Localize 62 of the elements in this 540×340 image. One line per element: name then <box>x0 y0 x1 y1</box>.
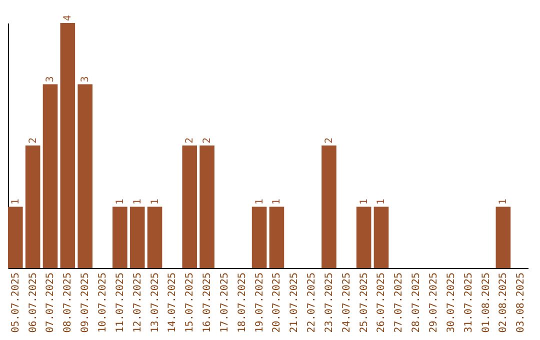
x-tick-label: 31.07.2025 <box>463 272 474 333</box>
x-tick-label: 14.07.2025 <box>167 272 178 333</box>
data-label: 1 <box>132 198 144 205</box>
x-tick-label: 18.07.2025 <box>236 272 248 333</box>
bar <box>130 206 145 268</box>
x-tick-label: 16.07.2025 <box>202 272 214 333</box>
bar <box>269 206 284 268</box>
x-tick-label: 25.07.2025 <box>358 272 370 333</box>
data-label: 2 <box>202 137 214 144</box>
x-tick-label: 29.07.2025 <box>428 272 440 333</box>
x-tick-label: 17.07.2025 <box>219 272 230 333</box>
x-tick-label: 05.07.2025 <box>10 272 22 333</box>
bar <box>356 206 372 268</box>
data-label: 3 <box>45 76 56 82</box>
data-label: 2 <box>184 137 196 144</box>
x-tick-label: 15.07.2025 <box>184 272 196 333</box>
x-tick-label: 01.08.2025 <box>480 272 492 333</box>
x-tick-label: 12.07.2025 <box>132 272 144 333</box>
data-label: 4 <box>62 14 74 21</box>
x-tick-label: 02.08.2025 <box>498 272 510 333</box>
bar <box>25 146 40 268</box>
bar <box>112 206 128 268</box>
bar <box>252 206 267 268</box>
bar <box>42 84 58 268</box>
bar <box>200 146 214 268</box>
bar <box>60 23 76 268</box>
data-label: 1 <box>10 198 22 205</box>
x-tick-label: 20.07.2025 <box>272 272 283 333</box>
x-tick-label: 13.07.2025 <box>150 272 161 333</box>
data-label: 1 <box>498 198 510 205</box>
data-label: 3 <box>80 76 92 82</box>
x-tick-label: 07.07.2025 <box>45 272 56 333</box>
x-tick-label: 08.07.2025 <box>62 272 74 333</box>
x-tick-label: 09.07.2025 <box>80 272 92 333</box>
data-label: 1 <box>358 198 370 205</box>
data-label: 1 <box>376 198 388 205</box>
bar <box>8 206 23 268</box>
bar <box>78 84 92 268</box>
data-label: 2 <box>324 137 335 144</box>
data-label: 1 <box>114 198 126 205</box>
bar <box>374 206 389 268</box>
x-tick-label: 22.07.2025 <box>306 272 318 333</box>
bar <box>182 146 198 268</box>
x-tick-label: 27.07.2025 <box>394 272 405 333</box>
x-tick-label: 06.07.2025 <box>28 272 39 333</box>
data-label: 2 <box>28 137 39 144</box>
bar <box>147 206 162 268</box>
x-tick-label: 30.07.2025 <box>446 272 457 333</box>
x-tick-label: 28.07.2025 <box>411 272 422 333</box>
x-tick-label: 11.07.2025 <box>114 272 126 333</box>
x-tick-label: 23.07.2025 <box>324 272 335 333</box>
x-tick-label: 03.08.2025 <box>516 272 527 333</box>
x-tick-label: 21.07.2025 <box>289 272 300 333</box>
bar <box>496 206 511 268</box>
data-label: 1 <box>150 198 161 205</box>
bar <box>322 146 336 268</box>
x-tick-label: 19.07.2025 <box>254 272 266 333</box>
x-tick-label: 24.07.2025 <box>341 272 352 333</box>
data-label: 1 <box>272 198 283 205</box>
x-tick-label: 26.07.2025 <box>376 272 388 333</box>
data-label: 1 <box>254 198 266 205</box>
x-tick-label: 10.07.2025 <box>98 272 109 333</box>
